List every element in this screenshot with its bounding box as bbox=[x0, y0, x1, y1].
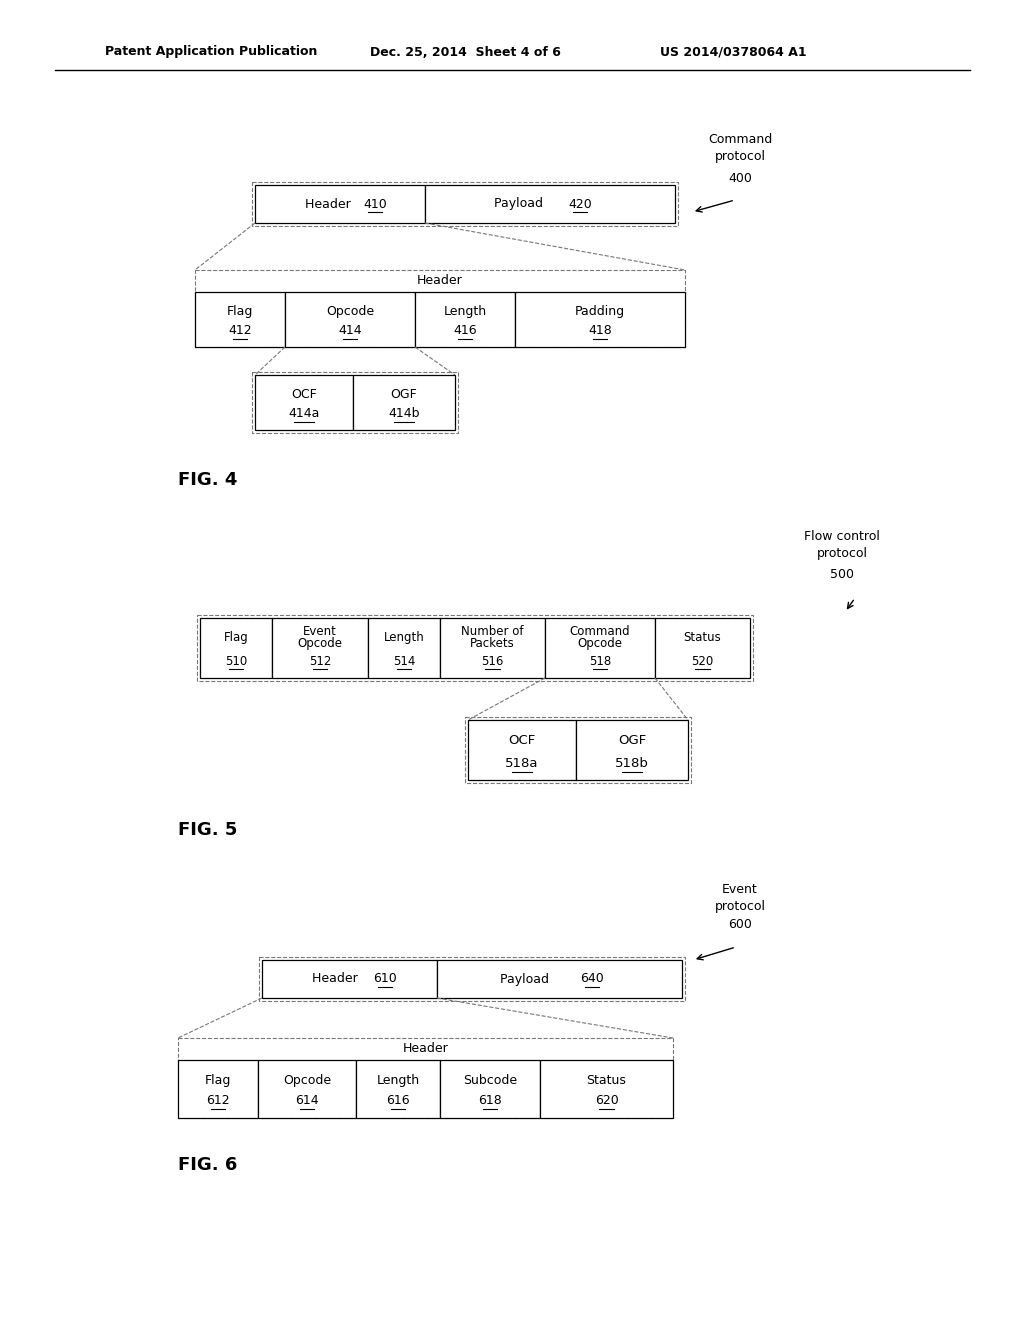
Text: 516: 516 bbox=[481, 655, 504, 668]
Text: Padding: Padding bbox=[574, 305, 625, 318]
Text: 616: 616 bbox=[386, 1094, 410, 1107]
Text: OGF: OGF bbox=[617, 734, 646, 747]
Text: Status: Status bbox=[587, 1073, 627, 1086]
Text: 620: 620 bbox=[595, 1094, 618, 1107]
Text: Subcode: Subcode bbox=[463, 1073, 517, 1086]
Text: 416: 416 bbox=[454, 323, 477, 337]
Text: Dec. 25, 2014  Sheet 4 of 6: Dec. 25, 2014 Sheet 4 of 6 bbox=[370, 45, 561, 58]
Bar bbox=[262, 960, 437, 998]
Bar bbox=[515, 292, 685, 347]
Text: Length: Length bbox=[443, 305, 486, 318]
Text: Header: Header bbox=[305, 198, 355, 210]
Text: Header: Header bbox=[312, 973, 361, 986]
Text: 412: 412 bbox=[228, 323, 252, 337]
Text: Flow control
protocol: Flow control protocol bbox=[804, 531, 880, 560]
Text: 500: 500 bbox=[830, 569, 854, 582]
Bar bbox=[255, 375, 353, 430]
Text: 514: 514 bbox=[393, 655, 415, 668]
Text: 512: 512 bbox=[309, 655, 331, 668]
Bar bbox=[575, 719, 688, 780]
Bar bbox=[178, 1038, 673, 1118]
Text: 618: 618 bbox=[478, 1094, 502, 1107]
Bar bbox=[545, 618, 655, 678]
Text: Patent Application Publication: Patent Application Publication bbox=[105, 45, 317, 58]
Text: Length: Length bbox=[377, 1073, 420, 1086]
Bar bbox=[195, 271, 685, 347]
Bar bbox=[200, 618, 272, 678]
Text: 614: 614 bbox=[295, 1094, 318, 1107]
Bar bbox=[356, 1060, 440, 1118]
Bar bbox=[655, 618, 750, 678]
Bar bbox=[259, 957, 685, 1001]
Bar bbox=[285, 292, 415, 347]
Text: 420: 420 bbox=[568, 198, 592, 210]
Bar bbox=[252, 372, 458, 433]
Text: 640: 640 bbox=[581, 973, 604, 986]
Text: Flag: Flag bbox=[223, 631, 249, 644]
Text: Length: Length bbox=[384, 631, 424, 644]
Text: Header: Header bbox=[417, 275, 463, 288]
Text: OGF: OGF bbox=[390, 388, 418, 401]
Text: Opcode: Opcode bbox=[283, 1073, 331, 1086]
Text: Flag: Flag bbox=[205, 1073, 231, 1086]
Text: 510: 510 bbox=[225, 655, 247, 668]
Text: 518a: 518a bbox=[505, 756, 539, 770]
Text: Flag: Flag bbox=[226, 305, 253, 318]
Text: Event: Event bbox=[303, 624, 337, 638]
Text: 400: 400 bbox=[728, 172, 752, 185]
Text: OCF: OCF bbox=[508, 734, 536, 747]
Text: Status: Status bbox=[684, 631, 721, 644]
Bar bbox=[540, 1060, 673, 1118]
Bar bbox=[195, 292, 285, 347]
Text: Command
protocol: Command protocol bbox=[708, 133, 772, 162]
Text: 414: 414 bbox=[338, 323, 361, 337]
Bar bbox=[440, 1060, 540, 1118]
Text: OCF: OCF bbox=[291, 388, 316, 401]
Text: 518: 518 bbox=[589, 655, 611, 668]
Text: Event
protocol: Event protocol bbox=[715, 883, 766, 913]
Bar bbox=[465, 717, 691, 783]
Text: Opcode: Opcode bbox=[578, 636, 623, 649]
Text: Payload: Payload bbox=[501, 973, 554, 986]
Text: 410: 410 bbox=[364, 198, 387, 210]
Text: 600: 600 bbox=[728, 917, 752, 931]
Text: Number of: Number of bbox=[461, 624, 523, 638]
Text: Packets: Packets bbox=[470, 636, 515, 649]
Bar bbox=[178, 1060, 258, 1118]
Text: 612: 612 bbox=[206, 1094, 229, 1107]
Bar bbox=[252, 182, 678, 226]
Bar bbox=[425, 185, 675, 223]
Text: 520: 520 bbox=[691, 655, 714, 668]
Text: 414b: 414b bbox=[388, 407, 420, 420]
Text: Header: Header bbox=[402, 1043, 449, 1056]
Bar bbox=[197, 615, 753, 681]
Text: Opcode: Opcode bbox=[326, 305, 374, 318]
Text: Payload: Payload bbox=[494, 198, 547, 210]
Bar bbox=[468, 719, 575, 780]
Text: 418: 418 bbox=[588, 323, 612, 337]
Bar bbox=[368, 618, 440, 678]
Text: FIG. 4: FIG. 4 bbox=[178, 471, 238, 488]
Text: FIG. 5: FIG. 5 bbox=[178, 821, 238, 840]
Text: Command: Command bbox=[569, 624, 631, 638]
Text: 518b: 518b bbox=[615, 756, 649, 770]
Text: Opcode: Opcode bbox=[298, 636, 342, 649]
Text: 610: 610 bbox=[373, 973, 397, 986]
Bar bbox=[272, 618, 368, 678]
Text: 414a: 414a bbox=[289, 407, 319, 420]
Bar bbox=[415, 292, 515, 347]
Bar bbox=[258, 1060, 356, 1118]
Bar bbox=[440, 618, 545, 678]
Bar bbox=[255, 185, 425, 223]
Text: FIG. 6: FIG. 6 bbox=[178, 1156, 238, 1173]
Bar bbox=[353, 375, 455, 430]
Bar bbox=[437, 960, 682, 998]
Text: US 2014/0378064 A1: US 2014/0378064 A1 bbox=[660, 45, 807, 58]
